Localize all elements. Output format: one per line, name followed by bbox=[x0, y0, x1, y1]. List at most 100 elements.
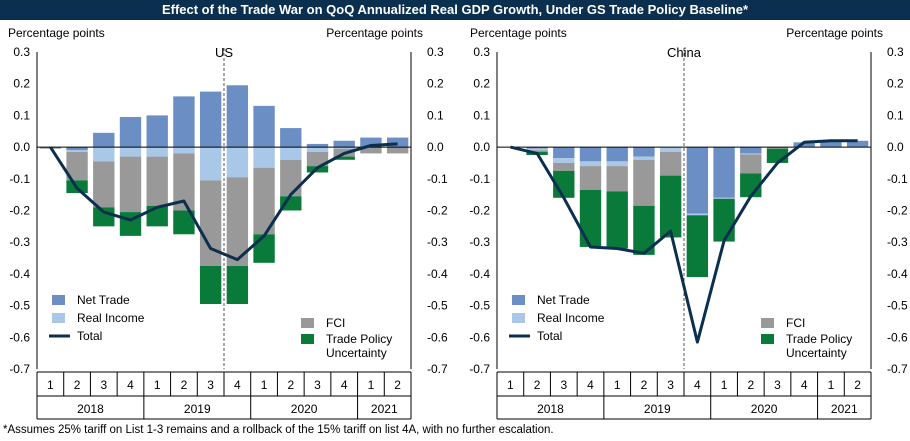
panel-china-ytick-right: -0.1 bbox=[887, 172, 908, 186]
panel-us-ytick-left: 0.3 bbox=[13, 45, 30, 59]
panel-china-legend-label: Total bbox=[537, 329, 562, 343]
panel-us-ytick-left: 0.1 bbox=[13, 108, 30, 122]
panel-us-quarter-label: 1 bbox=[368, 378, 375, 392]
panel-us-ytick-left: 0.0 bbox=[13, 140, 30, 154]
panel-china-bar-real-income bbox=[740, 153, 762, 155]
panel-china-ytick-right: -0.4 bbox=[887, 267, 908, 281]
panel-us-ytick-right: -0.1 bbox=[427, 172, 448, 186]
panel-us-bar-fci bbox=[253, 167, 275, 235]
panel-china-legend-label: Net Trade bbox=[537, 293, 590, 307]
panel-us-ytick-right: -0.4 bbox=[427, 267, 448, 281]
panel-china-bar-real-income bbox=[686, 213, 709, 216]
panel-china-legend-label: FCI bbox=[786, 316, 805, 330]
panel-us-ytick-right: -0.5 bbox=[427, 299, 448, 313]
panel-us-bar-fci bbox=[119, 156, 142, 213]
panel-us-bar-fci bbox=[173, 153, 195, 211]
panel-china-legend-label-tpu: Trade Policy Uncertainty bbox=[786, 332, 852, 360]
chart-canvas: Percentage points Percentage points 0.3 0.3… bbox=[8, 26, 908, 420]
panel-us-bar-net-trade bbox=[386, 137, 409, 148]
panel-us-bar-trade-policy-uncertainty bbox=[280, 196, 302, 211]
panel-us-quarter-label: 3 bbox=[314, 378, 321, 392]
panel-china-ytick-left: 0.3 bbox=[473, 45, 490, 59]
panel-china-bar-net-trade bbox=[526, 147, 548, 149]
panel-us-legend-label-tpu-line2: Uncertainty bbox=[326, 346, 387, 360]
panel-china-bar-real-income bbox=[659, 147, 682, 152]
panel-us-legend-label: Total bbox=[77, 329, 102, 343]
panel-china-bar-real-income bbox=[526, 148, 548, 151]
panel-china-bar-fci bbox=[579, 166, 602, 190]
panel-china-bar-net-trade bbox=[553, 147, 575, 159]
panel-us-bar-trade-policy-uncertainty bbox=[333, 156, 355, 160]
panel-china-bar-net-trade bbox=[713, 147, 735, 198]
panel-us-total-line bbox=[49, 142, 398, 262]
panel-china-quarter-label: 3 bbox=[560, 378, 567, 392]
panel-us-bar-fci bbox=[66, 151, 88, 181]
panel-us-bar-fci bbox=[386, 147, 409, 154]
panel-us-legend-label: Net Trade bbox=[77, 293, 130, 307]
panel-us-bar-fci bbox=[306, 151, 329, 167]
panel-china-bar-fci bbox=[526, 150, 548, 152]
panel-us-ytick-left: -0.2 bbox=[9, 204, 30, 218]
panel-us-ytick-left: -0.3 bbox=[9, 235, 30, 249]
panel-us-bar-net-trade bbox=[226, 85, 249, 148]
panel-china-legend-swatch-tpu bbox=[761, 334, 774, 344]
panel-us-legend-label-tpu: Trade Policy Uncertainty bbox=[326, 332, 392, 360]
panel-china-ytick-right: 0.0 bbox=[887, 140, 904, 154]
panel-china-ytick-right: -0.3 bbox=[887, 235, 908, 249]
figure-title: Effect of the Trade War on QoQ Annualize… bbox=[0, 0, 910, 20]
panel-us-ytick-left: -0.4 bbox=[9, 267, 30, 281]
panel-china-bar-trade-policy-uncertainty bbox=[579, 189, 602, 247]
panel-us-legend-swatch-net-trade bbox=[52, 295, 65, 305]
panel-china-bar-net-trade bbox=[686, 147, 709, 214]
panel-china-quarter-label: 2 bbox=[747, 378, 754, 392]
panel-china-bar-trade-policy-uncertainty bbox=[686, 215, 709, 278]
panel-china-quarter-label: 1 bbox=[828, 378, 835, 392]
panel-china-bar-fci bbox=[766, 147, 789, 149]
panel-us-quarter-label: 1 bbox=[154, 378, 161, 392]
panel-us-quarter-label: 1 bbox=[47, 378, 54, 392]
panel-us-bar-real-income bbox=[66, 150, 88, 152]
panel-china-ytick-left: -0.2 bbox=[469, 204, 490, 218]
panel-china-bar-trade-policy-uncertainty bbox=[606, 191, 628, 249]
panel-us-bar-fci bbox=[199, 180, 222, 266]
panel-us-legend-swatch-fci bbox=[301, 318, 314, 328]
panel-china-bar-fci bbox=[606, 166, 628, 192]
panel-us-quarter-label: 4 bbox=[341, 378, 348, 392]
panel-us-bar-fci bbox=[280, 159, 302, 197]
panel-us-ytick-right: 0.3 bbox=[427, 45, 444, 59]
panel-china-quarter-label: 1 bbox=[721, 378, 728, 392]
panel-china-quarter-label: 4 bbox=[694, 378, 701, 392]
panel-us-bar-real-income bbox=[119, 147, 142, 157]
panel-us-bar-net-trade bbox=[360, 137, 382, 148]
panel-china-ytick-left: -0.6 bbox=[469, 330, 490, 344]
panel-us-bar-net-trade bbox=[173, 96, 195, 148]
panel-us-bar-net-trade bbox=[93, 132, 115, 148]
panel-us-bar-trade-policy-uncertainty bbox=[226, 265, 249, 305]
panel-us-bar-net-trade bbox=[280, 128, 302, 148]
panel-us-bar-real-income bbox=[253, 147, 275, 168]
panel-china-legend-label-tpu-line2: Uncertainty bbox=[786, 346, 847, 360]
panel-china-bar-net-trade bbox=[740, 147, 762, 154]
panel-china-bar-net-trade bbox=[633, 147, 655, 157]
panel-china-legend-swatch-net-trade bbox=[512, 295, 525, 305]
panel-china-ytick-left: -0.1 bbox=[469, 172, 490, 186]
panel-china-quarter-label: 2 bbox=[641, 378, 648, 392]
panel-china-ytick-left: -0.4 bbox=[469, 267, 490, 281]
panel-us-ytick-left: -0.6 bbox=[9, 330, 30, 344]
panel-us-quarter-label: 2 bbox=[287, 378, 294, 392]
panel-china-ylabel-left: Percentage points bbox=[470, 26, 567, 40]
panel-china-quarter-label: 1 bbox=[614, 378, 621, 392]
panel-china-ytick-left: 0.2 bbox=[473, 77, 490, 91]
panel-us-label: US bbox=[215, 45, 233, 60]
panel-us-bar-real-income bbox=[93, 147, 115, 162]
panel-us-quarter-label: 3 bbox=[207, 378, 214, 392]
panel-us-quarter-label: 1 bbox=[261, 378, 268, 392]
panel-us-bar-net-trade bbox=[146, 115, 168, 148]
panel-us-ytick-left: -0.7 bbox=[9, 362, 30, 376]
panel-china-quarter-label: 3 bbox=[667, 378, 674, 392]
panel-china-legend-swatch-real-income bbox=[512, 313, 525, 323]
panel-china-bar-net-trade bbox=[579, 147, 602, 162]
panel-china-year-label: 2019 bbox=[644, 402, 671, 416]
panel-us-bar-net-trade bbox=[66, 147, 88, 151]
panel-us-legend-label: Real Income bbox=[77, 311, 145, 325]
